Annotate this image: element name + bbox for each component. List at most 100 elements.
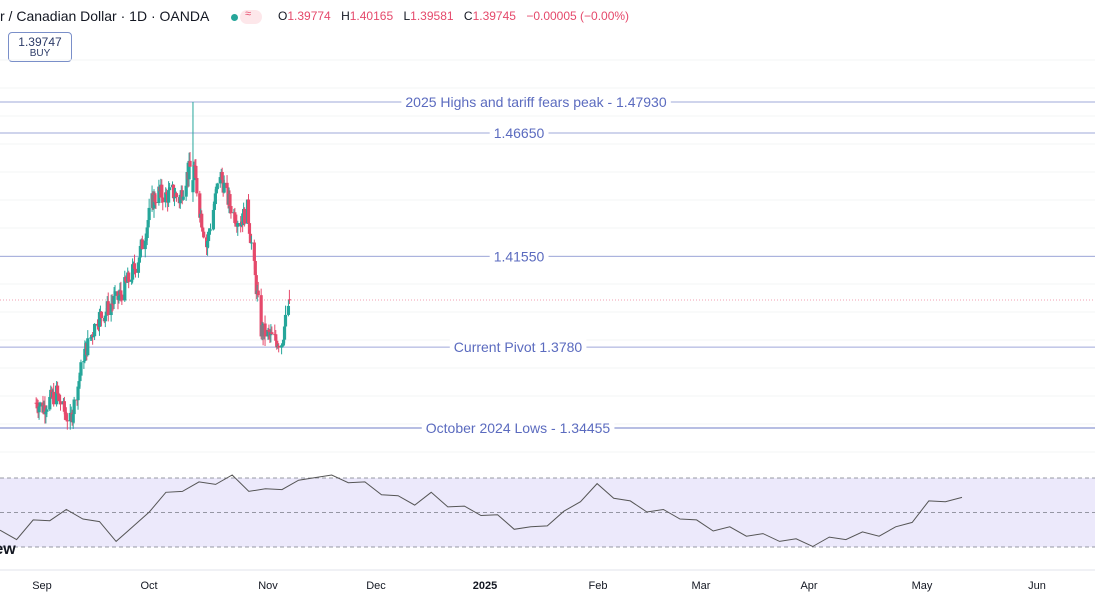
candle-body — [106, 301, 110, 316]
change-value: −0.00005 (−0.00%) — [526, 9, 630, 23]
candle-body — [282, 326, 287, 340]
candle-body — [215, 183, 219, 190]
candle-body — [256, 290, 260, 296]
candle-body — [212, 204, 216, 210]
candle-body — [112, 295, 116, 304]
x-tick-label: Mar — [692, 580, 711, 592]
candle-body — [52, 391, 56, 405]
x-tick-label: Sep — [32, 580, 52, 592]
open-label: O — [278, 9, 288, 23]
candle-body — [62, 401, 67, 412]
candle-body — [104, 311, 108, 316]
candle-body — [164, 192, 168, 203]
x-tick-label: Feb — [589, 580, 608, 592]
candle-body — [109, 303, 113, 316]
candle-body — [138, 245, 142, 258]
candle-body — [160, 184, 164, 198]
candle-body — [274, 334, 278, 341]
candle-body — [214, 189, 218, 194]
candle-body — [187, 160, 191, 180]
candle-body — [95, 323, 100, 326]
candle-body — [71, 414, 75, 423]
candle-body — [206, 231, 211, 242]
candle-body — [58, 401, 63, 405]
candle-body — [147, 207, 151, 221]
candle-body — [153, 194, 157, 203]
candle-body — [92, 336, 96, 338]
candle-body — [270, 332, 274, 335]
candle-body — [248, 233, 253, 243]
buy-label: BUY — [29, 48, 51, 59]
candle-body — [157, 186, 161, 203]
candle-body — [195, 178, 199, 194]
candle-body — [56, 393, 61, 395]
candle-body — [103, 315, 107, 322]
candle-body — [43, 405, 47, 415]
candle-body — [247, 223, 252, 234]
candle-body — [45, 409, 49, 412]
approx-icon: ≈ — [245, 8, 252, 20]
candle-body — [97, 312, 102, 327]
level-label: 2025 Highs and tariff fears peak - 1.479… — [405, 94, 666, 110]
candle-body — [55, 385, 59, 405]
candle-body — [111, 303, 115, 305]
candle-body — [38, 402, 42, 407]
candle-body — [143, 240, 147, 250]
candle-body — [136, 262, 141, 273]
candle-body — [68, 413, 72, 422]
candle-body — [280, 345, 284, 348]
candle-body — [193, 165, 197, 167]
close-value: 1.39745 — [472, 9, 516, 23]
candle-body — [167, 187, 172, 191]
candle-body — [63, 411, 67, 415]
candle-body — [161, 197, 165, 203]
candle-body — [259, 295, 263, 337]
candle-body — [201, 227, 205, 232]
candle-body — [124, 277, 128, 282]
symbol-title[interactable]: r / Canadian Dollar · 1D · OANDA — [0, 8, 210, 24]
candle-body — [222, 182, 226, 193]
logo-text: ngView — [0, 541, 16, 558]
candle-body — [267, 329, 271, 332]
candle-body — [178, 195, 182, 204]
candle-body — [113, 291, 117, 296]
candle-body — [137, 257, 141, 263]
candle-body — [119, 290, 123, 295]
candle-body — [57, 394, 62, 402]
candle-body — [145, 227, 149, 238]
candle-body — [198, 193, 202, 218]
close-label: C — [463, 9, 473, 23]
market-status-toggle[interactable]: ≈ — [228, 8, 262, 25]
candle-body — [194, 165, 198, 179]
candle-body — [72, 399, 76, 415]
candle-body — [171, 184, 176, 199]
buy-button[interactable]: 1.39747 BUY — [8, 32, 72, 62]
candle-body — [78, 375, 82, 382]
level-label: Current Pivot 1.3780 — [454, 339, 583, 355]
x-tick-label: Nov — [258, 580, 278, 592]
market-open-icon — [231, 14, 238, 21]
candle-body — [192, 165, 196, 181]
candle-body — [233, 212, 237, 223]
candle-body — [277, 345, 281, 348]
candle-body — [254, 275, 258, 295]
candle-body — [83, 348, 87, 362]
candle-body — [263, 323, 267, 337]
high-label: H — [341, 9, 350, 23]
candle-body — [181, 196, 185, 200]
low-value: 1.39581 — [410, 9, 454, 23]
candle-body — [174, 193, 179, 198]
candle-body — [211, 209, 216, 230]
candle-body — [154, 202, 158, 204]
candle-body — [184, 185, 188, 197]
low-label: L — [403, 9, 411, 23]
candle-body — [116, 291, 120, 300]
x-tick-label: Dec — [366, 580, 386, 592]
candle-body — [132, 263, 137, 269]
candle-body — [167, 190, 171, 203]
x-tick-label: Apr — [800, 580, 817, 592]
candle-body — [220, 171, 224, 180]
candle-body — [99, 311, 104, 318]
candle-body — [249, 242, 254, 244]
